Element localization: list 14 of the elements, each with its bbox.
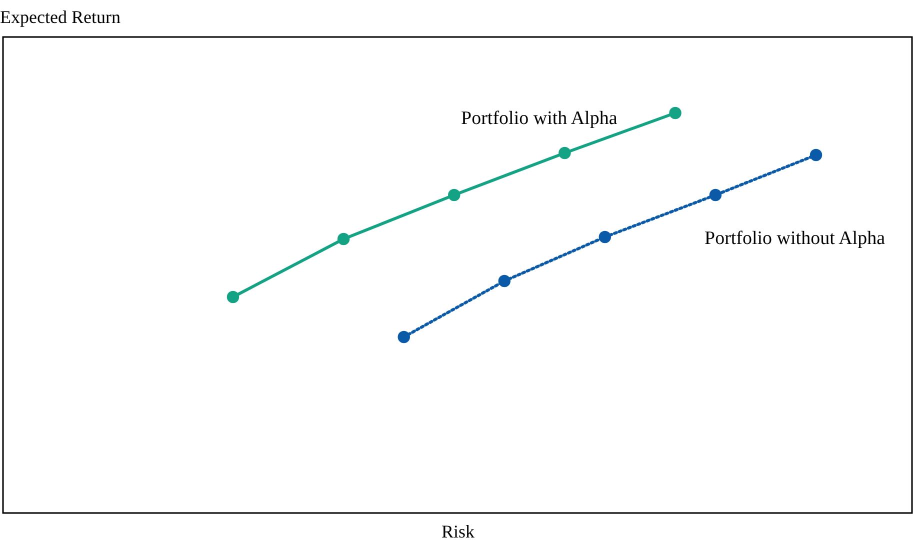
- series-label: Portfolio with Alpha: [461, 108, 618, 129]
- x-axis-title: Risk: [441, 522, 475, 542]
- point: [498, 274, 511, 288]
- point: [337, 232, 350, 246]
- point: [448, 188, 460, 202]
- point: [558, 146, 571, 160]
- text: Expected Return: [0, 7, 120, 27]
- point: [398, 330, 410, 344]
- point: [810, 148, 822, 162]
- point: [709, 188, 722, 202]
- point: [598, 230, 612, 244]
- point: [226, 290, 240, 304]
- point: [669, 106, 682, 120]
- series-label: Portfolio without Alpha: [704, 228, 886, 249]
